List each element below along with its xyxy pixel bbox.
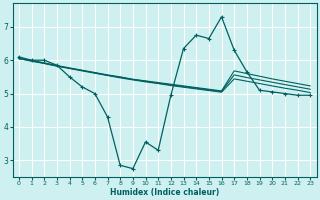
- X-axis label: Humidex (Indice chaleur): Humidex (Indice chaleur): [110, 188, 219, 197]
